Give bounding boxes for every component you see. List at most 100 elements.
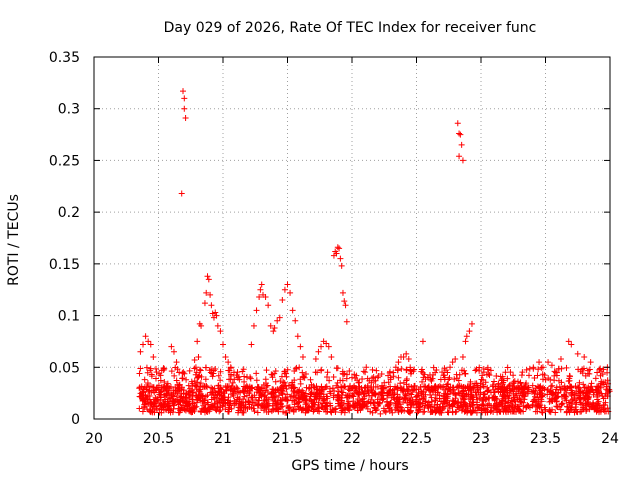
data-point [147,383,154,390]
data-point [381,379,388,386]
data-point [363,364,370,371]
data-point [183,400,190,407]
data-point [339,289,346,296]
data-point [256,293,263,300]
data-point [195,394,202,401]
data-point [534,372,541,379]
data-point [505,395,512,402]
data-point [283,370,290,377]
data-point [351,382,358,389]
data-point [324,369,331,376]
data-point [586,370,593,377]
data-point [395,359,402,366]
data-point [430,364,437,371]
data-point [419,378,426,385]
data-point [258,384,265,391]
data-point [421,408,428,415]
data-point [301,374,308,381]
data-point [339,368,346,375]
data-point [520,402,527,409]
data-point [581,353,588,360]
data-point [522,390,529,397]
data-point [297,404,304,411]
data-point [253,386,260,393]
gridlines [94,57,610,419]
data-point [298,407,305,414]
data-point [179,375,186,382]
data-point [530,398,537,405]
data-point [597,372,604,379]
data-point [554,403,561,410]
y-axis-ticks: 0 0.05 0.1 0.15 0.2 0.25 0.3 0.35 [49,50,610,428]
data-point [487,389,494,396]
data-point [538,408,545,415]
data-point [141,403,148,410]
data-point [394,385,401,392]
data-point [535,366,542,373]
data-point [226,400,233,407]
data-point [536,389,543,396]
data-point [353,372,360,379]
data-point [205,401,212,408]
data-point [420,409,427,416]
data-point [398,365,405,372]
data-point [240,402,247,409]
data-point [368,387,375,394]
data-point [378,370,385,377]
data-point [158,387,165,394]
data-point [429,407,436,414]
data-point [498,376,505,383]
data-point [173,387,180,394]
data-point [390,369,397,376]
data-point [141,376,148,383]
data-point [268,390,275,397]
data-point [229,379,236,386]
data-point [210,367,217,374]
data-point [484,384,491,391]
data-point [269,402,276,409]
data-point [311,384,318,391]
data-point [455,389,462,396]
data-point [361,384,368,391]
data-point [205,276,212,283]
data-point [594,407,601,414]
data-point [437,376,444,383]
data-point [140,341,147,348]
data-point [237,403,244,410]
data-point [180,387,187,394]
data-point [576,395,583,402]
data-point [434,401,441,408]
data-point [508,388,515,395]
data-point [501,393,508,400]
data-point [563,364,570,371]
data-point [379,396,386,403]
data-point [139,408,146,415]
data-point [355,379,362,386]
x-tick-label: 24 [601,431,619,447]
data-point [595,388,602,395]
data-point [459,157,466,164]
data-point [311,406,318,413]
data-point [203,289,210,296]
data-point [271,324,278,331]
data-point [336,394,343,401]
data-point [580,381,587,388]
data-point [461,370,468,377]
data-point [153,405,160,412]
data-point [594,369,601,376]
data-point [217,377,224,384]
data-point [225,408,232,415]
data-point [270,406,277,413]
data-point [297,380,304,387]
data-point [213,312,220,319]
data-point [286,404,293,411]
data-point [369,409,376,416]
data-point [516,406,523,413]
data-point [521,384,528,391]
data-point [145,338,152,345]
data-point [161,384,168,391]
data-point [233,399,240,406]
data-point [343,318,350,325]
data-point [140,386,147,393]
data-point [411,382,418,389]
